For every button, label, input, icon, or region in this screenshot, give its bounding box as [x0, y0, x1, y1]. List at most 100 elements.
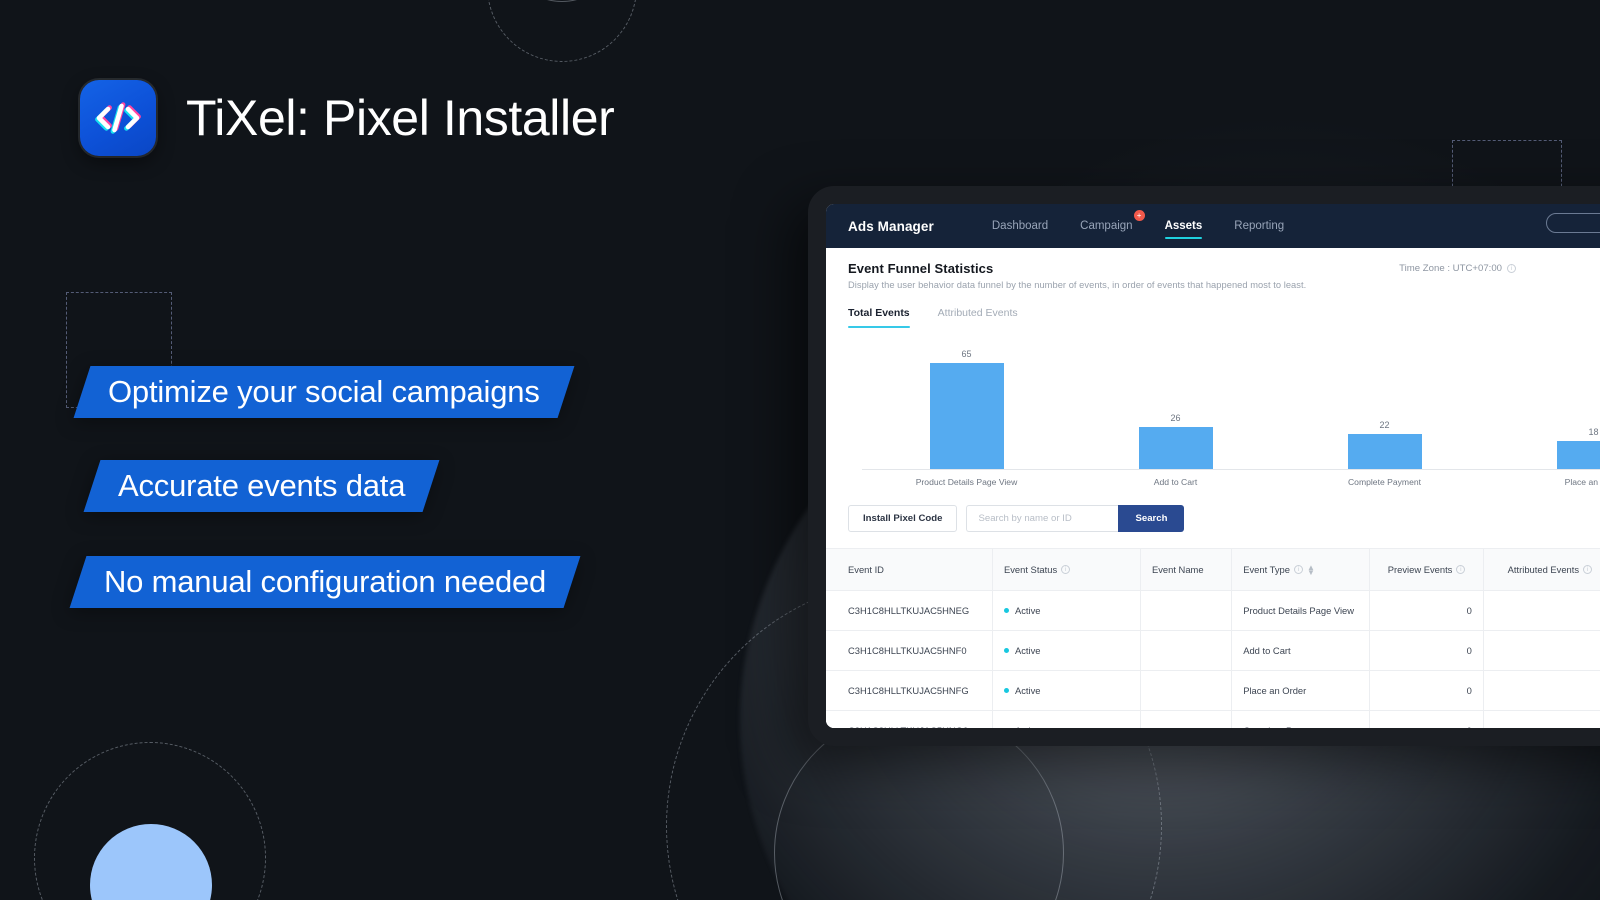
install-pixel-code-button[interactable]: Install Pixel Code: [848, 505, 958, 532]
nav-items: Dashboard Campaign + Assets Reporting: [992, 204, 1284, 248]
nav-item-assets-label: Assets: [1164, 220, 1203, 232]
info-icon[interactable]: i: [1061, 565, 1071, 574]
table-row[interactable]: C3H1C8HLLTKUJAC5HNG0 Active Complete Payme…: [826, 710, 1600, 728]
table-column-header[interactable]: Event Type i ▲ ▼: [1231, 548, 1371, 591]
table-column-label: Event Status: [1003, 564, 1058, 575]
chart-bar-column: 26: [1071, 342, 1280, 470]
table-column-header: Attributed Events i: [1483, 548, 1600, 591]
cell-preview-events: 0: [1369, 670, 1484, 711]
cell-attributed-events: 0: [1483, 670, 1600, 711]
status-badge: Active: [1014, 645, 1041, 656]
nav-item-reporting[interactable]: Reporting: [1234, 204, 1284, 248]
chart-bar[interactable]: [1556, 440, 1600, 470]
chart-x-label: Product Details Page View: [915, 477, 1018, 487]
chart-bar-column: 18: [1489, 342, 1600, 470]
chart-x-axis-labels: Product Details Page View Add to Cart Comp…: [862, 477, 1600, 487]
section-subtitle: Display the user behavior data funnel by…: [848, 280, 1307, 290]
feature-banner-2-label: Accurate events data: [118, 468, 406, 503]
page-header: Event Funnel Statistics Display the user…: [826, 261, 1600, 290]
feature-banner-1-label: Optimize your social campaigns: [108, 374, 540, 409]
table-column-label: Preview Events: [1387, 564, 1453, 575]
table-column-label: Event Name: [1151, 564, 1204, 575]
nav-item-assets[interactable]: Assets: [1164, 204, 1203, 248]
sort-icon[interactable]: ▲ ▼: [1306, 562, 1315, 577]
chart-bar-value: 65: [961, 349, 972, 360]
chart-x-label: Complete Payment: [1347, 477, 1422, 487]
status-badge: Active: [1014, 605, 1041, 616]
cell-attributed-events: 0: [1483, 710, 1600, 728]
tab-total-events[interactable]: Total Events: [848, 307, 910, 328]
cell-attributed-events: 0: [1483, 590, 1600, 631]
status-badge: Active: [1014, 685, 1041, 696]
brand-header: TiXel: Pixel Installer: [80, 80, 615, 156]
app-screen: Ads Manager Dashboard Campaign + Assets …: [826, 204, 1600, 728]
chart-bar[interactable]: [1347, 433, 1422, 470]
tab-attributed-events[interactable]: Attributed Events: [937, 307, 1018, 319]
status-dot-icon: [1003, 688, 1009, 693]
nav-item-campaign[interactable]: Campaign +: [1080, 204, 1145, 248]
table-column-label: Event ID: [848, 564, 884, 575]
info-icon[interactable]: i: [1507, 264, 1516, 273]
nav-item-dashboard[interactable]: Dashboard: [992, 204, 1048, 248]
table-column-header: Event Name: [1140, 548, 1233, 591]
events-table: Event ID Event Status i Event Name Event Typ…: [826, 548, 1600, 728]
info-icon[interactable]: i: [1293, 565, 1303, 574]
event-funnel-chart: 65 26 22 18 Product Details Page View Add to…: [826, 328, 1600, 487]
status-badge: Active: [1015, 725, 1041, 728]
section-title: Event Funnel Statistics: [848, 261, 994, 276]
search-input[interactable]: Search by name or ID: [966, 505, 1119, 532]
timezone-text: Time Zone : UTC+07:00: [1399, 263, 1502, 274]
table-body: C3H1C8HLLTKUJAC5HNEG Active Product Detail…: [826, 590, 1600, 728]
cell-preview-events: 0: [1369, 590, 1484, 631]
account-pill-button[interactable]: [1546, 213, 1600, 233]
decor-dashed-circle-top: [487, 0, 637, 62]
cell-event-status: Active: [992, 630, 1141, 671]
chart-tabs: Total Events Attributed Events: [826, 307, 1600, 328]
info-icon[interactable]: i: [1583, 565, 1593, 574]
campaign-badge: +: [1133, 210, 1145, 221]
table-column-header: Preview Events i: [1369, 548, 1484, 591]
status-dot-icon: [1003, 648, 1009, 653]
table-row[interactable]: C3H1C8HLLTKUJAC5HNFG Active Place an Order…: [826, 670, 1600, 711]
table-header-row: Event ID Event Status i Event Name Event Typ…: [826, 548, 1600, 591]
cell-attributed-events: 0: [1483, 630, 1600, 671]
search-button[interactable]: Search: [1118, 505, 1185, 532]
chart-bar-column: 22: [1280, 342, 1489, 470]
chart-bar-value: 18: [1588, 426, 1599, 437]
feature-banner-3: No manual configuration needed: [69, 556, 581, 608]
page-content: Event Funnel Statistics Display the user…: [826, 248, 1600, 728]
table-row[interactable]: C3H1C8HLLTKUJAC5HNEG Active Product Detail…: [826, 590, 1600, 631]
nav-item-dashboard-label: Dashboard: [991, 220, 1049, 232]
table-column-header: Event ID: [826, 548, 993, 591]
cell-event-type: Product Details Page View: [1231, 590, 1371, 631]
table-toolbar: Install Pixel Code Search by name or ID …: [826, 487, 1600, 532]
device-mockup: Ads Manager Dashboard Campaign + Assets …: [808, 186, 1600, 746]
timezone-label: Time Zone : UTC+07:00 i: [1399, 263, 1516, 274]
nav-item-campaign-label: Campaign: [1080, 220, 1133, 232]
table-column-label: Event Type: [1243, 564, 1290, 575]
cell-event-type: Complete Payment: [1231, 710, 1371, 728]
chart-bar-column: 65: [862, 342, 1071, 470]
cell-event-status: Active: [992, 710, 1141, 728]
info-icon[interactable]: i: [1456, 565, 1466, 574]
table-column-header: Event Status i: [992, 548, 1141, 591]
cell-event-id: C3H1C8HLLTKUJAC5HNFG: [826, 670, 993, 711]
chart-plot-area: 65 26 22 18: [862, 342, 1600, 470]
chart-bar-value: 26: [1170, 413, 1181, 424]
top-navigation-bar: Ads Manager Dashboard Campaign + Assets …: [826, 204, 1600, 248]
table-column-label: Attributed Events: [1507, 564, 1580, 575]
chart-bar[interactable]: [1138, 427, 1213, 470]
chart-x-label: Add to Cart: [1153, 477, 1198, 487]
cell-preview-events: 0: [1369, 710, 1484, 728]
cell-event-name: [1140, 670, 1233, 711]
chart-bar[interactable]: [929, 363, 1004, 470]
cell-event-id: C3H1C8HLLTKUJAC5HNF0: [826, 630, 993, 671]
feature-banner-3-label: No manual configuration needed: [104, 564, 547, 599]
feature-banner-2: Accurate events data: [83, 460, 440, 512]
cell-event-name: [1140, 710, 1233, 728]
cell-event-id: C3H1C8HLLTKUJAC5HNG0: [826, 710, 993, 728]
status-dot-icon: [1003, 608, 1009, 613]
app-brand-label: Ads Manager: [848, 218, 934, 234]
cell-event-name: [1140, 590, 1233, 631]
